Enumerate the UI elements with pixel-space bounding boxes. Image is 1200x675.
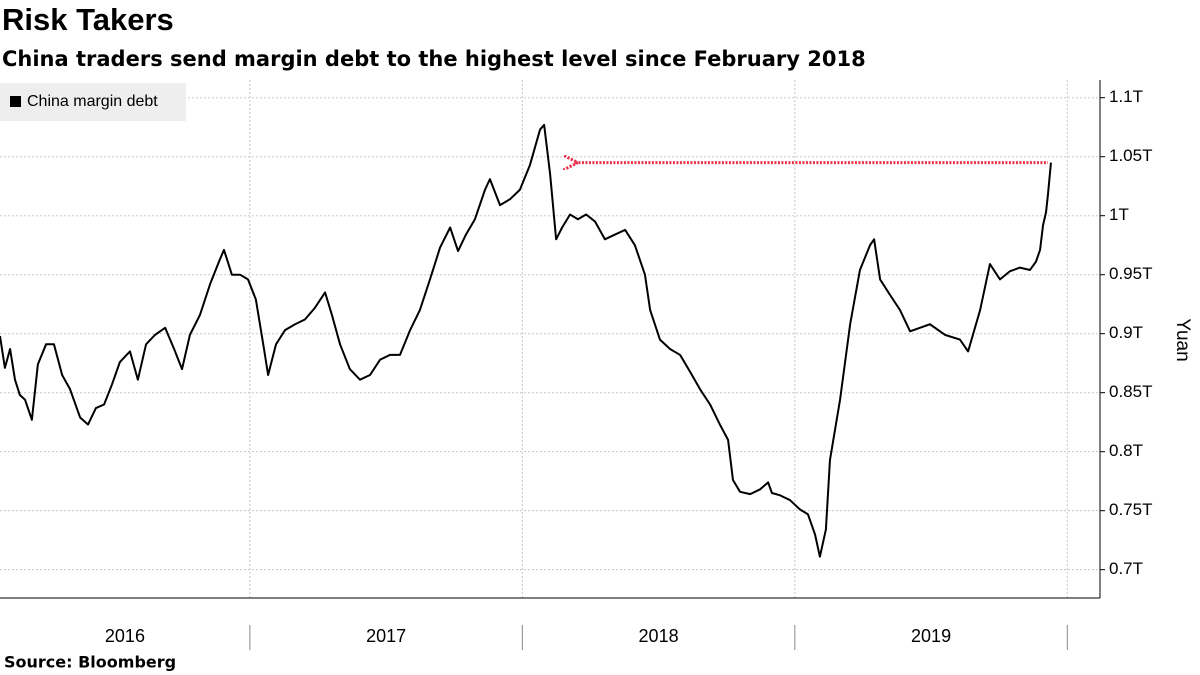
line-series xyxy=(0,123,1052,558)
y-tick-label: 1.1T xyxy=(1109,87,1143,106)
chart-title: Risk Takers xyxy=(2,2,174,37)
x-tick-label: 2018 xyxy=(639,626,679,646)
x-tick-label: 2016 xyxy=(105,626,145,646)
x-tick-label: 2017 xyxy=(366,626,406,646)
y-tick-label: 0.8T xyxy=(1109,441,1143,460)
chart-subtitle: China traders send margin debt to the hi… xyxy=(2,47,866,71)
legend-box xyxy=(0,83,186,121)
source: Source: Bloomberg xyxy=(4,653,176,672)
y-tick-label: 0.75T xyxy=(1109,500,1152,519)
y-tick-label: 0.9T xyxy=(1109,323,1143,342)
legend-label: China margin debt xyxy=(27,93,158,110)
y-tick-label: 1T xyxy=(1109,205,1129,224)
y-tick-label: 0.95T xyxy=(1109,264,1152,283)
legend-swatch xyxy=(10,96,21,107)
x-tick-label: 2019 xyxy=(911,626,951,646)
y-tick-label: 0.85T xyxy=(1109,382,1152,401)
y-tick-label: 0.7T xyxy=(1109,559,1143,578)
y-axis-label: Yuan xyxy=(1172,318,1193,361)
y-tick-label: 1.05T xyxy=(1109,146,1152,165)
